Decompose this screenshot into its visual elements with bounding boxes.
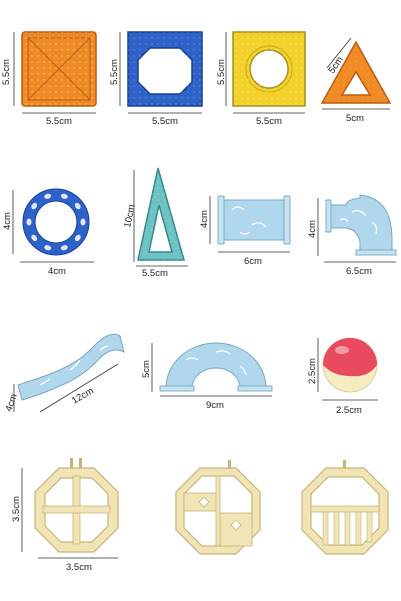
clear-curved-tube: [325, 194, 397, 256]
dim-label: 6cm: [244, 256, 262, 267]
octagon-cross-connector: [34, 458, 119, 553]
dim-label: 5.5cm: [1, 59, 12, 85]
dim-line: [326, 37, 352, 69]
marble-ball: [322, 337, 378, 393]
dim-label: 5.5cm: [109, 59, 120, 85]
dim-label: 4cm: [48, 266, 66, 277]
ring-hole: [44, 245, 52, 251]
dim-label: 6.5cm: [346, 266, 372, 277]
dim-label: 3.5cm: [66, 562, 92, 573]
octagon-quadrant-connector: [175, 460, 261, 555]
dim-label: 5cm: [141, 360, 152, 378]
tall-teal-triangle-tile: [137, 167, 185, 261]
dim-label: 5cm: [346, 113, 364, 124]
clear-straight-tube: [217, 195, 291, 245]
orange-triangle-window-tile: [320, 40, 392, 104]
ring-hole: [60, 193, 68, 199]
clear-wavy-slide: [17, 333, 125, 401]
dim-label: 12cm: [70, 385, 96, 406]
ring-hole: [44, 193, 52, 199]
ring-hole: [74, 202, 81, 210]
ring-hole: [31, 234, 38, 242]
blue-octagon-window-tile: [127, 31, 203, 107]
yellow-circle-window-tile: [232, 31, 306, 107]
dim-label: 4cm: [2, 212, 13, 230]
dim-line: [39, 363, 119, 413]
dim-label: 3.5cm: [11, 496, 22, 522]
clear-arch-tunnel: [159, 342, 273, 392]
ring-hole: [80, 218, 86, 226]
ring-hole: [74, 234, 81, 242]
dim-label: 5.5cm: [142, 268, 168, 279]
dim-label: 4cm: [199, 210, 210, 228]
octagon-bars-connector: [301, 460, 389, 555]
ring-hole: [26, 218, 32, 226]
dim-label: 5.5cm: [152, 116, 178, 127]
dim-label: 4cm: [3, 392, 20, 413]
ring-hole: [60, 245, 68, 251]
dim-label: 2.5cm: [336, 405, 362, 416]
dim-label: 5.5cm: [46, 116, 72, 127]
dim-label: 5.5cm: [256, 116, 282, 127]
dim-label: 4cm: [307, 220, 318, 238]
dim-label: 9cm: [206, 400, 224, 411]
dim-label: 10cm: [122, 204, 138, 229]
ring-hole: [31, 202, 38, 210]
blue-ring-tile: [22, 188, 90, 256]
orange-square-tile: [21, 31, 97, 107]
dim-label: 5.5cm: [216, 59, 227, 85]
dim-label: 2.5cm: [307, 358, 318, 384]
